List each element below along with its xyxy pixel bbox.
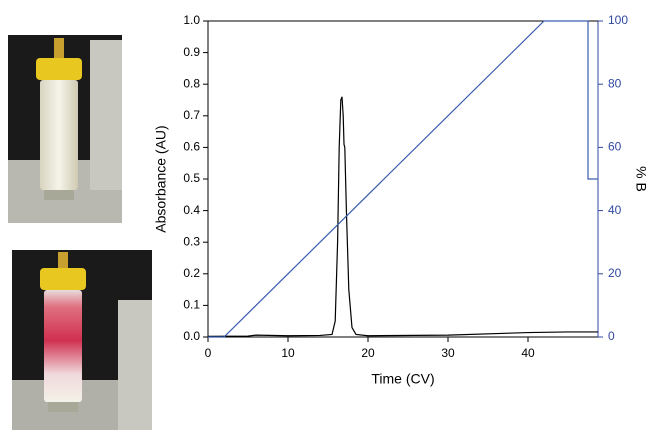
- x-tick-label: 40: [521, 346, 535, 360]
- y-tick-label: 0.5: [183, 171, 200, 185]
- y-tick-label: 0.9: [183, 45, 200, 59]
- y2-tick-label: 80: [608, 76, 622, 90]
- y-tick-label: 0.6: [183, 140, 200, 154]
- y2-tick-label: 0: [608, 329, 615, 343]
- y2-tick-label: 100: [608, 13, 628, 27]
- x-tick-label: 20: [361, 346, 375, 360]
- y-tick-label: 0.0: [183, 329, 200, 343]
- y-tick-label: 0.3: [183, 234, 200, 248]
- y2-tick-label: 20: [608, 266, 622, 280]
- y-tick-label: 1.0: [183, 13, 200, 27]
- y-tick-label: 0.7: [183, 108, 200, 122]
- y-tick-label: 0.8: [183, 76, 200, 90]
- y2-tick-label: 60: [608, 140, 622, 154]
- x-tick-label: 10: [281, 346, 295, 360]
- y-tick-label: 0.2: [183, 266, 200, 280]
- y2-tick-label: 40: [608, 203, 622, 217]
- y-tick-label: 0.1: [183, 298, 200, 312]
- series-line: [207, 96, 598, 337]
- photo-bottom: [12, 250, 152, 430]
- photo-top: [8, 35, 122, 223]
- x-tick-label: 0: [205, 346, 212, 360]
- y-axis-label: Absorbance (AU): [153, 125, 169, 232]
- y-tick-label: 0.4: [183, 203, 200, 217]
- x-tick-label: 30: [441, 346, 455, 360]
- x-axis-label: Time (CV): [371, 371, 434, 387]
- y2-axis-label: % B: [633, 166, 649, 192]
- series-line: [208, 20, 598, 338]
